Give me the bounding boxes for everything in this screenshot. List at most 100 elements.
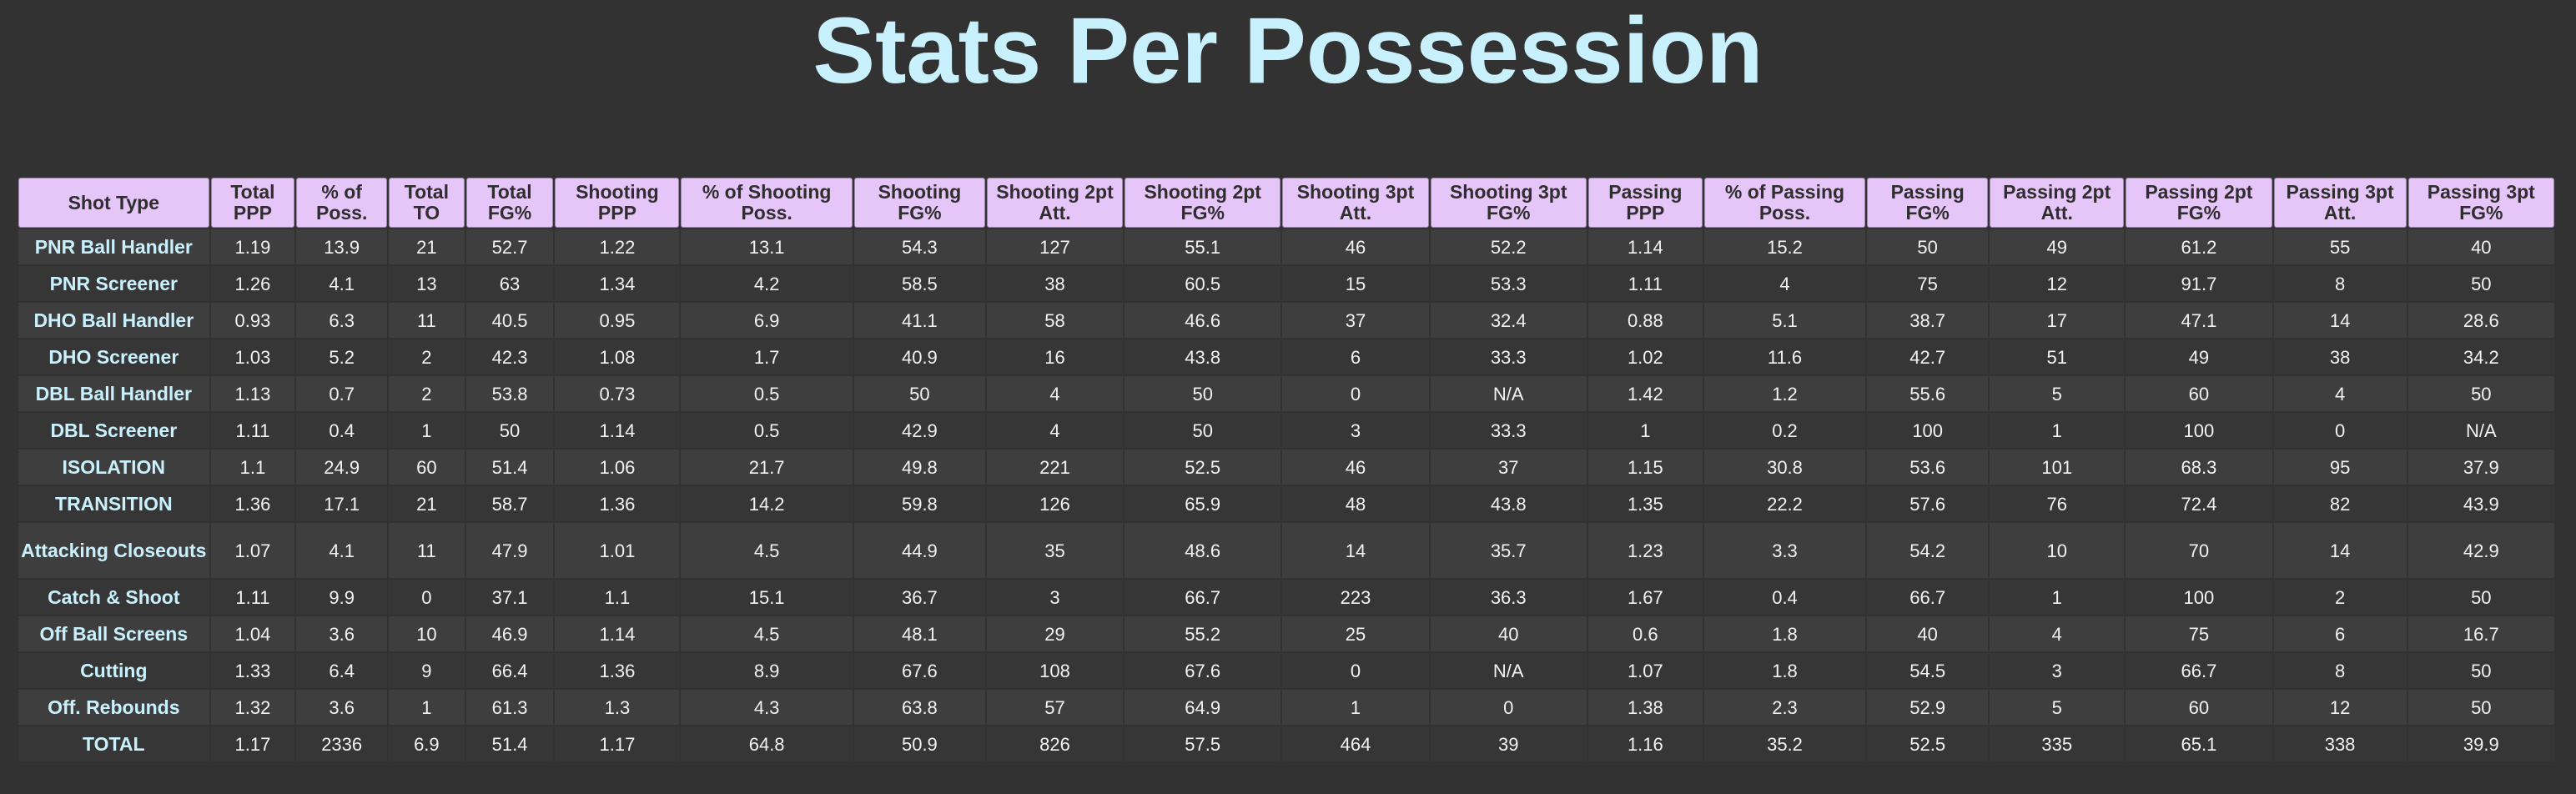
table-cell: 42.9 <box>853 413 985 448</box>
row-label: DBL Screener <box>18 413 209 448</box>
table-cell: 55.6 <box>1867 376 1989 411</box>
table-cell: 1.11 <box>1587 266 1703 301</box>
table-row: ISOLATION 1.1 24.9 60 51.4 1.06 21.7 49.8 221 52.… <box>18 450 2554 485</box>
table-cell: 66.4 <box>465 653 554 688</box>
table-cell: 12 <box>2273 690 2407 725</box>
table-cell: 63 <box>465 266 554 301</box>
table-cell: 0.73 <box>555 376 680 411</box>
row-label: ISOLATION <box>18 450 209 485</box>
table-cell: 58.7 <box>465 486 554 521</box>
table-cell: 95 <box>2273 450 2407 485</box>
table-cell: 14 <box>1282 523 1429 578</box>
table-cell: 1.14 <box>555 616 680 651</box>
table-cell: 223 <box>1282 580 1429 615</box>
table-cell: 53.6 <box>1867 450 1989 485</box>
table-cell: 43.8 <box>1430 486 1587 521</box>
table-cell: 11 <box>389 303 465 338</box>
table-cell: 10 <box>389 616 465 651</box>
table-cell: 8.9 <box>681 653 853 688</box>
table-cell: 1.02 <box>1587 339 1703 374</box>
table-cell: 40.9 <box>853 339 985 374</box>
table-cell: 1.19 <box>210 229 295 264</box>
table-cell: 67.6 <box>853 653 985 688</box>
table-cell: 37.1 <box>465 580 554 615</box>
table-cell: 50.9 <box>853 726 985 761</box>
table-cell: 37 <box>1282 303 1429 338</box>
table-cell: 1.42 <box>1587 376 1703 411</box>
table-row: DBL Ball Handler 1.13 0.7 2 53.8 0.73 0.5 50 4 50… <box>18 376 2554 411</box>
table-cell: 38.7 <box>1867 303 1989 338</box>
table-cell: 72.4 <box>2126 486 2272 521</box>
table-cell: 32.4 <box>1430 303 1587 338</box>
table-cell: 33.3 <box>1430 413 1587 448</box>
page-title: Stats Per Possession <box>813 0 1763 103</box>
table-cell: 1 <box>389 690 465 725</box>
table-cell: 4.2 <box>681 266 853 301</box>
table-cell: 1.17 <box>210 726 295 761</box>
table-cell: 1.67 <box>1587 580 1703 615</box>
column-header: Shooting 3pt FG% <box>1430 178 1587 228</box>
table-cell: 25 <box>1282 616 1429 651</box>
table-cell: 1.11 <box>210 580 295 615</box>
table-row: PNR Ball Handler 1.19 13.9 21 52.7 1.22 13.1 54… <box>18 229 2554 264</box>
table-cell: 0.7 <box>296 376 388 411</box>
table-cell: 50 <box>1124 376 1281 411</box>
table-cell: 61.2 <box>2126 229 2272 264</box>
row-label: DHO Screener <box>18 339 209 374</box>
table-cell: 4.5 <box>681 616 853 651</box>
table-header-row: Shot Type Total PPP% of Poss. Total TO Tota… <box>18 178 2554 228</box>
table-cell: 48.6 <box>1124 523 1281 578</box>
table-cell: 1.33 <box>210 653 295 688</box>
table-cell: 6.9 <box>681 303 853 338</box>
table-cell: 4.1 <box>296 523 388 578</box>
table-cell: 1.1 <box>210 450 295 485</box>
table-cell: 55.1 <box>1124 229 1281 264</box>
row-label: Attacking Closeouts <box>18 523 209 578</box>
table-cell: 13.1 <box>681 229 853 264</box>
table-cell: 76 <box>1990 486 2125 521</box>
table-cell: 6.4 <box>296 653 388 688</box>
table-cell: 4 <box>2273 376 2407 411</box>
table-cell: 4 <box>1990 616 2125 651</box>
table-cell: 60.5 <box>1124 266 1281 301</box>
table-cell: 1.8 <box>1703 653 1866 688</box>
table-cell: 38 <box>986 266 1124 301</box>
table-cell: 9 <box>389 653 465 688</box>
table-cell: 464 <box>1282 726 1429 761</box>
table-cell: 0.4 <box>1703 580 1866 615</box>
table-cell: 38 <box>2273 339 2407 374</box>
table-cell: 4.1 <box>296 266 388 301</box>
table-row: DHO Ball Handler 0.93 6.3 11 40.5 0.95 6.9 41.1… <box>18 303 2554 338</box>
table-cell: 17.1 <box>296 486 388 521</box>
table-cell: 0.4 <box>296 413 388 448</box>
table-cell: 42.7 <box>1867 339 1989 374</box>
table-cell: 6 <box>1282 339 1429 374</box>
table-cell: 11 <box>389 523 465 578</box>
table-cell: 58 <box>986 303 1124 338</box>
table-cell: 1.07 <box>210 523 295 578</box>
table-row: PNR Screener 1.26 4.1 13 63 1.34 4.2 58.5 38 60.5… <box>18 266 2554 301</box>
table-cell: 46.6 <box>1124 303 1281 338</box>
table-cell: 44.9 <box>853 523 985 578</box>
table-row: DHO Screener 1.03 5.2 2 42.3 1.08 1.7 40.9 16 43.… <box>18 339 2554 374</box>
table-cell: 49.8 <box>853 450 985 485</box>
table-cell: 4 <box>986 413 1124 448</box>
table-cell: 10 <box>1990 523 2125 578</box>
table-cell: 53.8 <box>465 376 554 411</box>
table-cell: 41.1 <box>853 303 985 338</box>
table-cell: 36.7 <box>853 580 985 615</box>
table-cell: 1.7 <box>681 339 853 374</box>
table-cell: N/A <box>2407 413 2554 448</box>
table-cell: 5 <box>1990 376 2125 411</box>
table-cell: 58.5 <box>853 266 985 301</box>
table-cell: 100 <box>2126 580 2272 615</box>
table-cell: 1.14 <box>1587 229 1703 264</box>
table-cell: N/A <box>1430 376 1587 411</box>
table-cell: 3 <box>1990 653 2125 688</box>
table-cell: 826 <box>986 726 1124 761</box>
table-cell: 221 <box>986 450 1124 485</box>
table-cell: 1.08 <box>555 339 680 374</box>
table-row: Catch & Shoot 1.11 9.9 0 37.1 1.1 15.1 36.7 3 66.… <box>18 580 2554 615</box>
table-cell: 54.5 <box>1867 653 1989 688</box>
column-header: Shot Type <box>18 178 209 228</box>
